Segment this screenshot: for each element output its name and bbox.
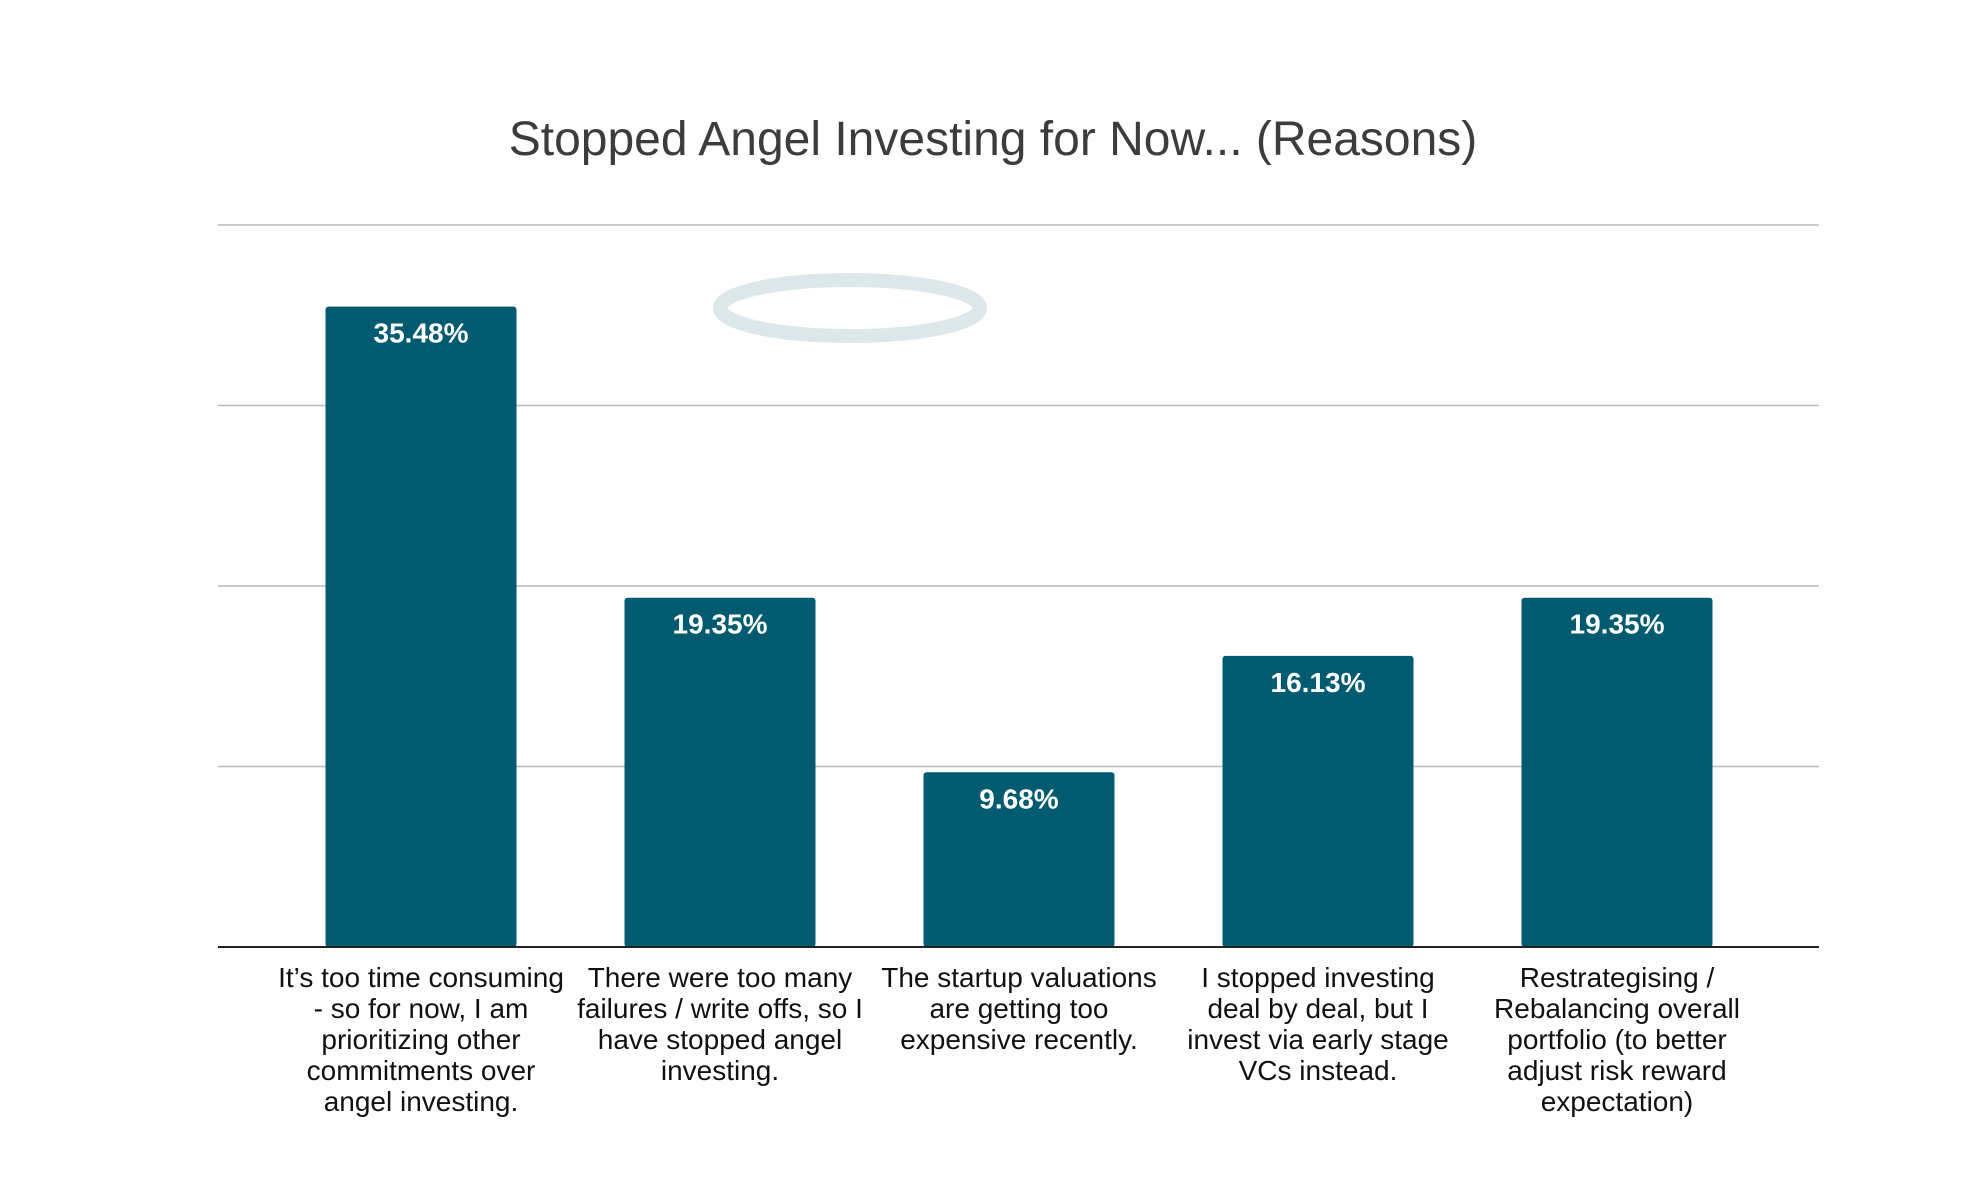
bar <box>1222 655 1414 947</box>
category-label: There were too many failures / write off… <box>577 962 863 1086</box>
chart-title: Stopped Angel Investing for Now... (Reas… <box>508 113 1478 166</box>
category-label: I stopped investing deal by deal, but I … <box>1187 962 1449 1086</box>
category-label: It’s too time consuming - so for now, I … <box>278 962 564 1117</box>
data-label: 9.68% <box>979 783 1058 814</box>
data-label: 19.35% <box>673 609 768 640</box>
bar <box>923 772 1115 947</box>
category-label: Restrategising / Rebalancing overall por… <box>1494 962 1740 1117</box>
data-label: 19.35% <box>1570 609 1665 640</box>
bar <box>624 597 816 947</box>
bar <box>1521 597 1713 947</box>
data-label: 16.13% <box>1271 667 1366 698</box>
data-label: 35.48% <box>374 318 469 349</box>
bar <box>325 306 517 947</box>
watermark-halo-icon <box>713 273 987 343</box>
category-label: The startup valuations are getting too e… <box>881 962 1157 1055</box>
